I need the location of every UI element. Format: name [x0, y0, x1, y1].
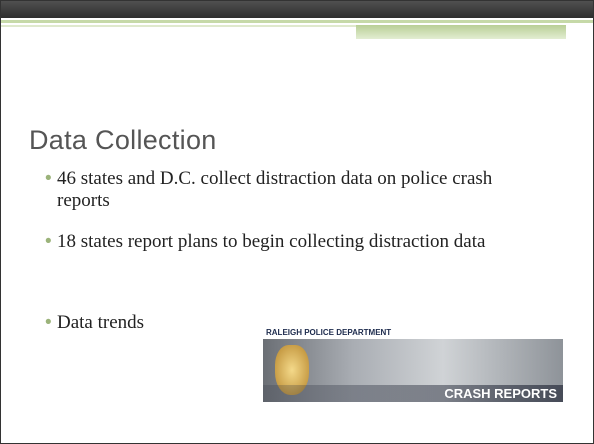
accent-stripe	[356, 25, 566, 39]
crash-reports-image: RALEIGH POLICE DEPARTMENT CRASH REPORTS	[263, 327, 563, 402]
bullet: •46 states and D.C. collect distraction …	[45, 168, 545, 212]
image-header: RALEIGH POLICE DEPARTMENT	[263, 327, 563, 339]
bullet-text: 46 states and D.C. collect distraction d…	[57, 168, 537, 212]
top-bar	[1, 1, 593, 18]
bullet: •18 states report plans to begin collect…	[45, 231, 545, 253]
accent-stripe	[1, 20, 593, 23]
slide: Data Collection •46 states and D.C. coll…	[0, 0, 594, 444]
accent-stripe	[1, 25, 356, 27]
bullet-text: 18 states report plans to begin collecti…	[57, 231, 537, 253]
image-label: CRASH REPORTS	[444, 385, 557, 402]
slide-title: Data Collection	[29, 125, 217, 156]
page: {"slide": {"title": "Data Collection", "…	[0, 0, 594, 444]
